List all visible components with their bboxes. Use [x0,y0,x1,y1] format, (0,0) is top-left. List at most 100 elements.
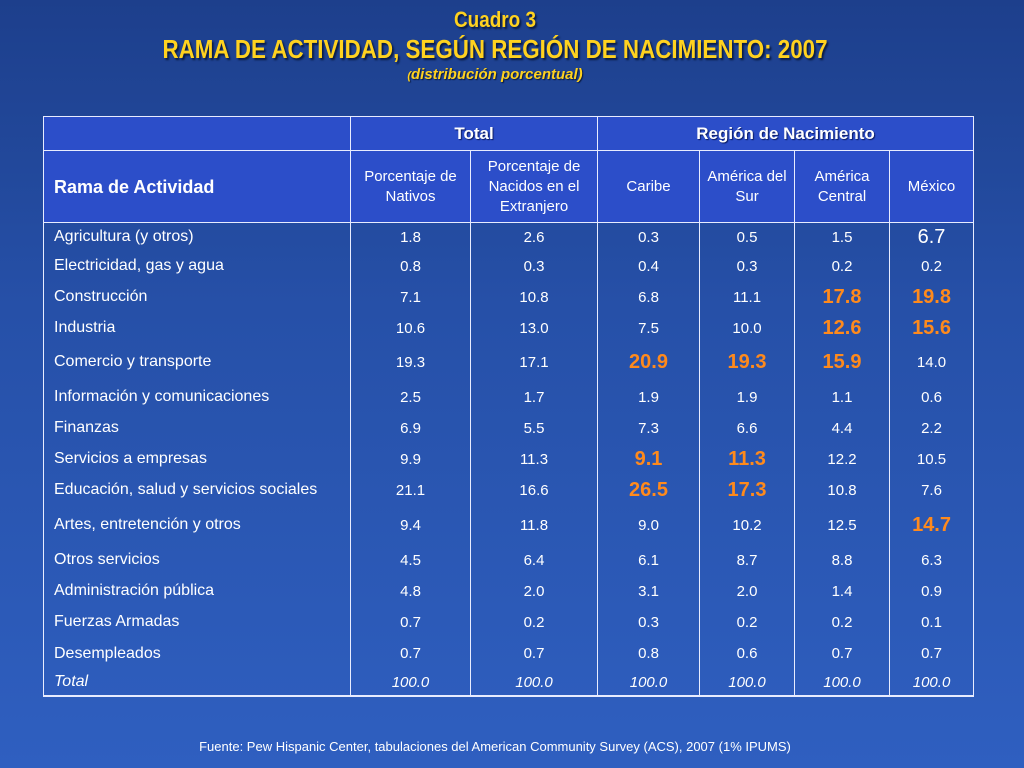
table-cell: 7.3 [597,412,701,444]
table-cell: 14.7 [889,505,975,545]
table-cell: 7.5 [597,313,701,343]
table-cell: 0.7 [889,637,975,670]
header-total: Total [349,116,599,151]
table-cell: 1.9 [597,381,701,413]
table-cell: 7.6 [889,474,975,506]
table-row: Electricidad, gas y agua 0.8 0.3 0.4 0.3 0.2 0… [43,251,975,281]
table-cell: 0.3 [699,251,796,281]
table-cell: 10.8 [794,474,891,506]
table-row: Desempleados 0.7 0.7 0.8 0.6 0.7 0.7 [43,637,975,670]
table-cell: 1.8 [350,222,471,252]
table-cell: 14.0 [889,342,975,382]
table-cell: 100.0 [597,669,701,697]
table-cell: 9.0 [597,505,701,545]
table-cell: 0.1 [889,606,975,638]
table-cell: 6.9 [350,412,471,444]
table-cell: 4.8 [350,575,471,607]
header-extranjero: Porcentaje de Nacidos en el Extranjero [469,150,599,223]
table-cell: 13.0 [469,313,599,343]
subtitle: (distribución porcentual) [0,65,990,86]
header-rama-de-actividad: Rama de Actividad [43,150,351,223]
row-label: Otros servicios [43,544,351,576]
table-cell: 19.8 [889,280,975,314]
table-cell: 6.6 [699,412,796,444]
table-cell: 4.4 [794,412,891,444]
table-cell: 0.7 [350,637,471,670]
table-cell: 12.2 [794,443,891,475]
table-cell: 0.3 [597,606,701,638]
table-cell: 2.2 [889,412,975,444]
table-cell: 10.2 [699,505,796,545]
table-cell: 2.5 [350,381,471,413]
table-cell: 2.0 [699,575,796,607]
table-row: Educación, salud y servicios sociales 21.… [43,474,975,506]
row-label: Información y comunicaciones [43,381,351,413]
table-cell: 0.2 [889,251,975,281]
table-cell: 20.9 [597,342,701,382]
title-block: Cuadro 3 RAMA DE ACTIVIDAD, SEGÚN REGIÓN… [0,6,990,86]
table-cell: 0.4 [597,251,701,281]
table-cell: 0.8 [350,251,471,281]
subtitle-text: distribución porcentual) [410,66,583,83]
table-cell: 10.0 [699,313,796,343]
table-cell: 0.9 [889,575,975,607]
table-cell: 100.0 [794,669,891,697]
table-row: Agricultura (y otros) 1.8 2.6 0.3 0.5 1.5 6.7 [43,222,975,252]
table-row: Total 100.0 100.0 100.0 100.0 100.0 100.0 [43,669,975,697]
row-label: Desempleados [43,637,351,670]
table-cell: 1.4 [794,575,891,607]
table-cell: 100.0 [469,669,599,697]
row-label: Educación, salud y servicios sociales [43,474,351,506]
page-title: RAMA DE ACTIVIDAD, SEGÚN REGIÓN DE NACIM… [162,34,828,64]
table-cell: 15.6 [889,313,975,343]
table-row: Construcción 7.1 10.8 6.8 11.1 17.8 19.8 [43,280,975,314]
header-region: Región de Nacimiento [597,116,975,151]
table-cell: 0.7 [794,637,891,670]
row-label: Electricidad, gas y agua [43,251,351,281]
header-america-del-sur: América del Sur [699,150,796,223]
table-row: Artes, entretención y otros 9.4 11.8 9.0 10.… [43,505,975,545]
table-cell: 6.8 [597,280,701,314]
table-cell: 11.1 [699,280,796,314]
table-cell: 100.0 [699,669,796,697]
row-label: Fuerzas Armadas [43,606,351,638]
table-cell: 21.1 [350,474,471,506]
table-cell: 0.5 [699,222,796,252]
table-cell: 9.9 [350,443,471,475]
table-cell: 19.3 [699,342,796,382]
row-label: Industria [43,313,351,343]
table-row: Fuerzas Armadas 0.7 0.2 0.3 0.2 0.2 0.1 [43,606,975,638]
table-cell: 6.7 [889,222,975,252]
table-cell: 1.1 [794,381,891,413]
table-cell: 10.5 [889,443,975,475]
table-cell: 4.5 [350,544,471,576]
subtitle-open-paren: ( [407,70,411,82]
table-cell: 2.6 [469,222,599,252]
table-row: Información y comunicaciones 2.5 1.7 1.9 1.9… [43,381,975,413]
table-row: Comercio y transporte 19.3 17.1 20.9 19.3 15.… [43,342,975,382]
table-cell: 7.1 [350,280,471,314]
table-cell: 0.7 [350,606,471,638]
table-cell: 0.7 [469,637,599,670]
table-cell: 9.1 [597,443,701,475]
table-cell: 0.2 [469,606,599,638]
table-cell: 12.6 [794,313,891,343]
data-table: Total Región de Nacimiento Rama de Activ… [43,116,975,697]
table-cell: 15.9 [794,342,891,382]
row-label: Comercio y transporte [43,342,351,382]
row-label: Administración pública [43,575,351,607]
row-label: Total [43,669,351,697]
group-header-row: Total Región de Nacimiento [43,116,975,151]
table-row: Finanzas 6.9 5.5 7.3 6.6 4.4 2.2 [43,412,975,444]
table-cell: 0.6 [699,637,796,670]
table-cell: 10.8 [469,280,599,314]
table-cell: 9.4 [350,505,471,545]
table-cell: 17.1 [469,342,599,382]
row-label: Agricultura (y otros) [43,222,351,252]
table-cell: 17.8 [794,280,891,314]
header-blank-cell [43,116,351,151]
header-america-central: América Central [794,150,891,223]
table-cell: 16.6 [469,474,599,506]
table-cell: 8.8 [794,544,891,576]
table-cell: 26.5 [597,474,701,506]
